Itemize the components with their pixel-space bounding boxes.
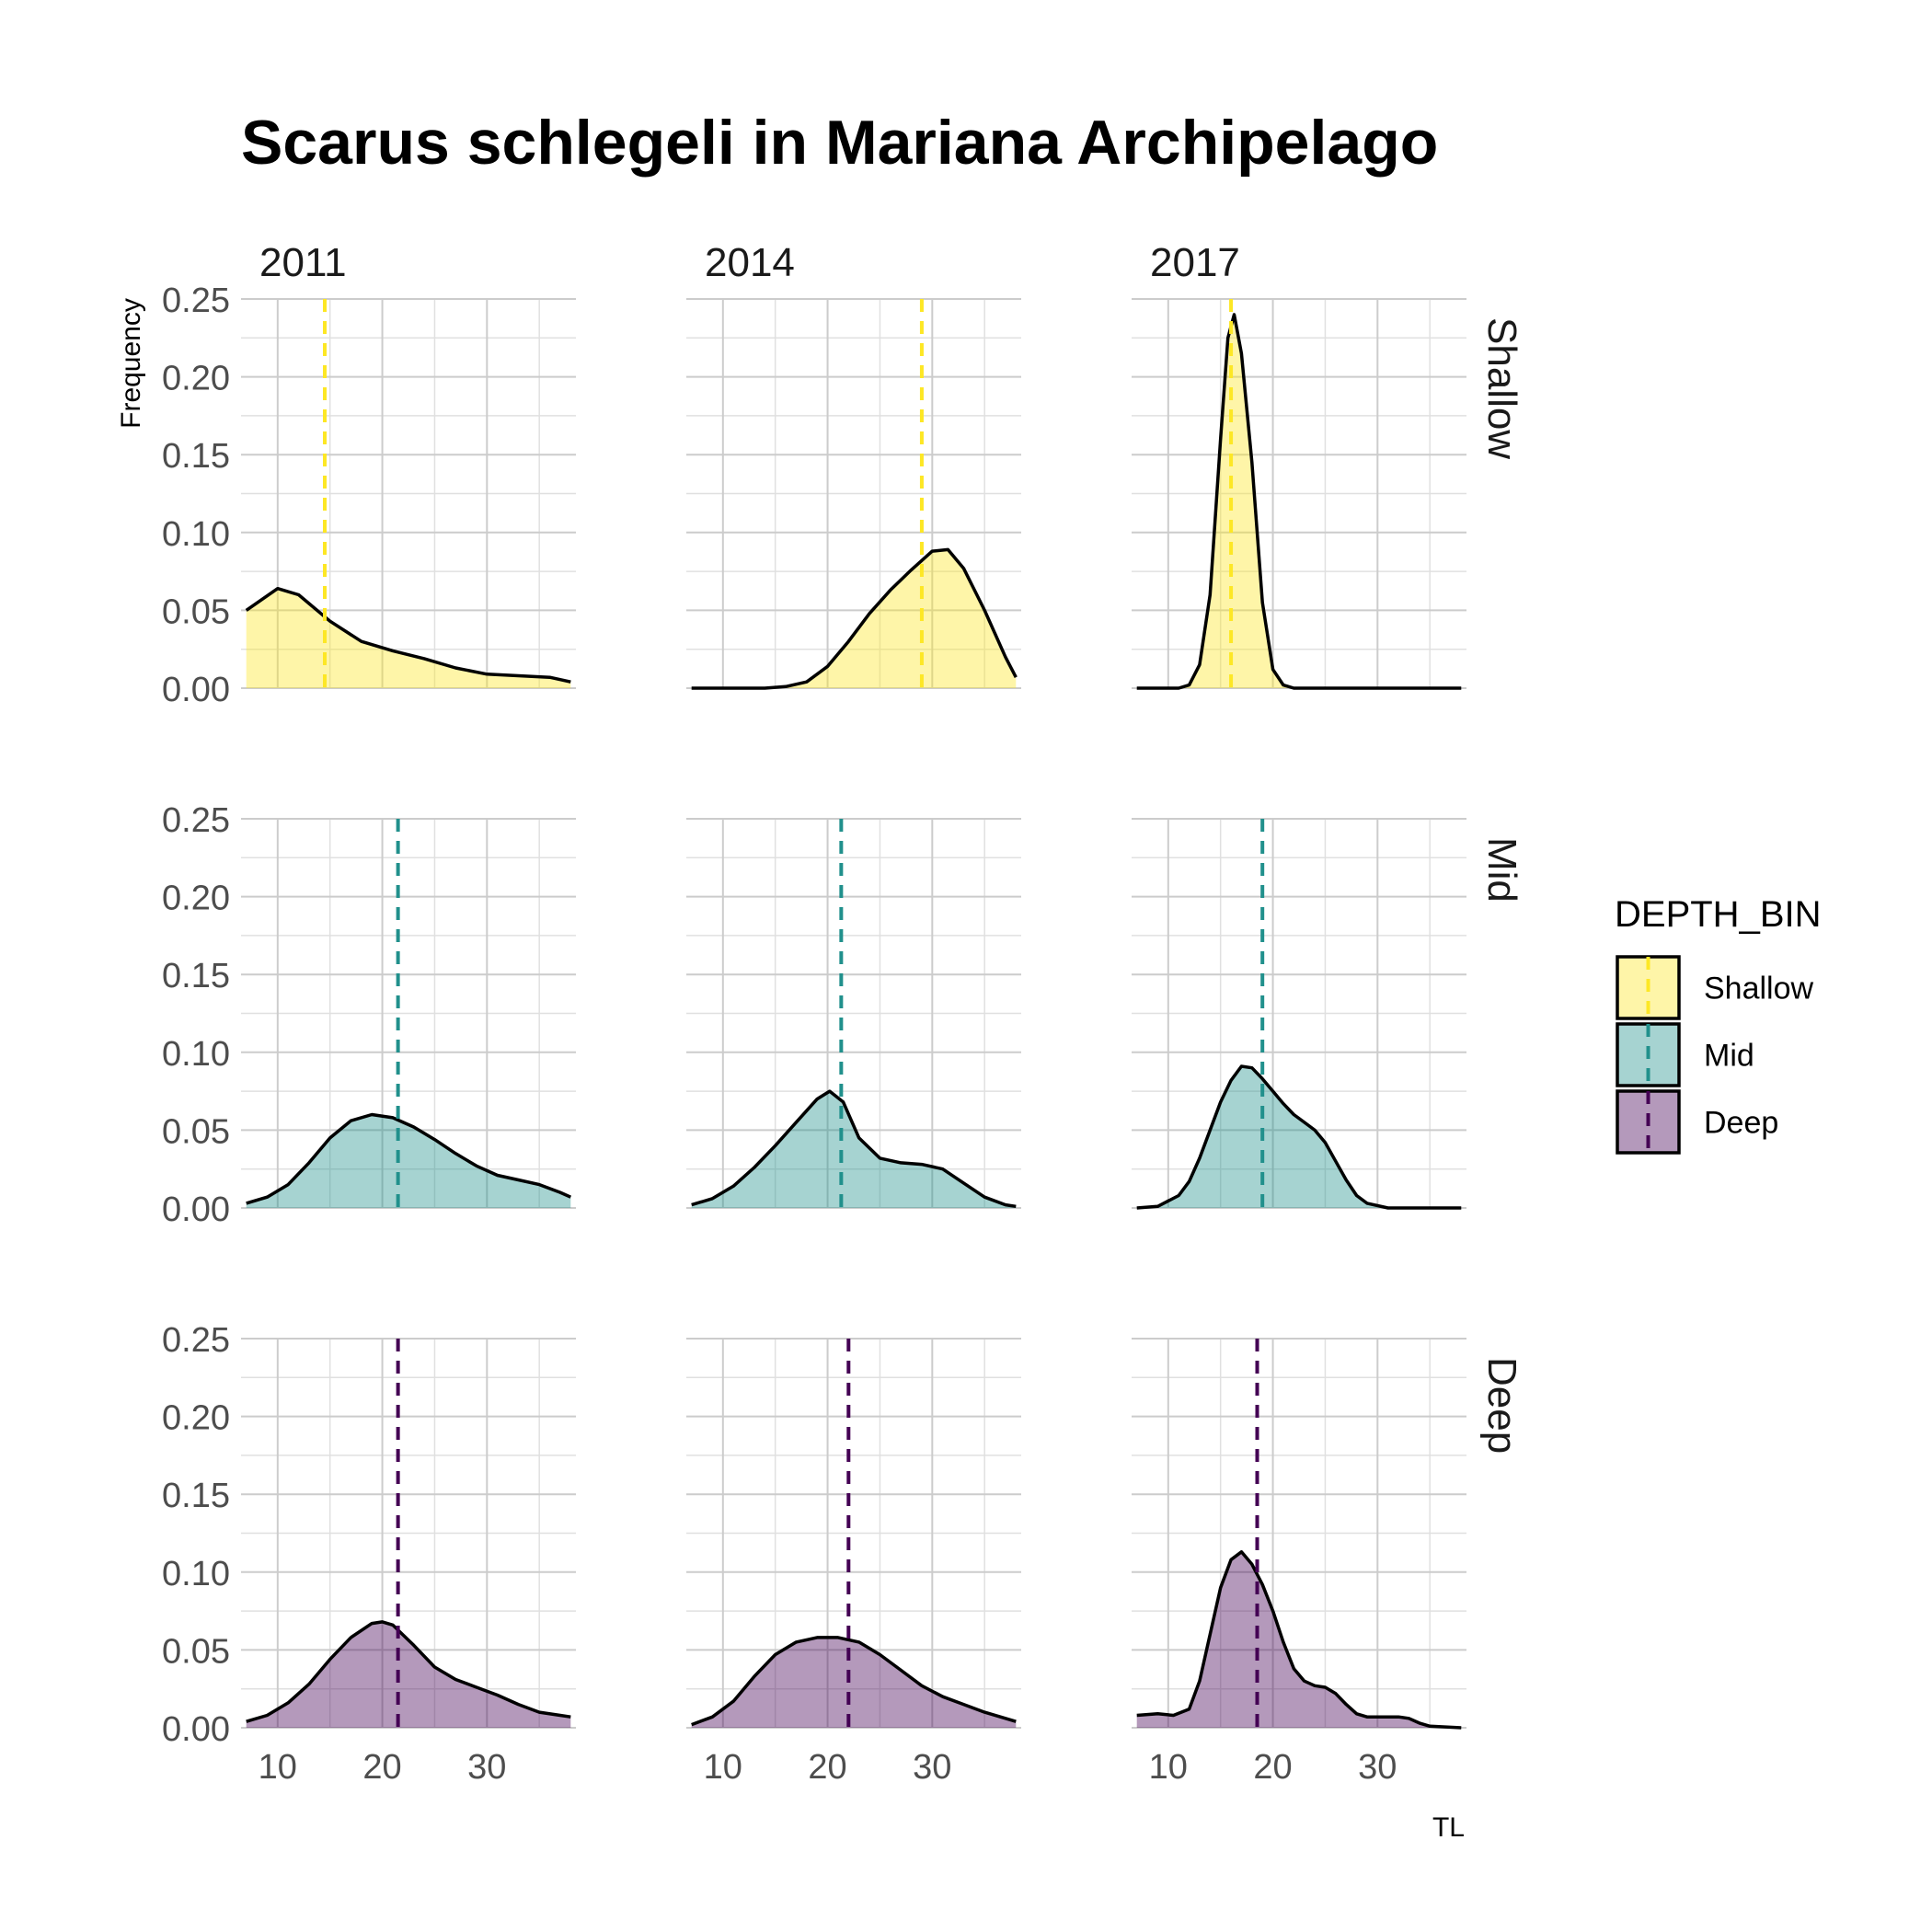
panel-shallow-2017 — [1132, 298, 1466, 690]
density-line — [1136, 1550, 1462, 1730]
y-tick-label: 0.25 — [162, 1321, 230, 1360]
x-tick-label: 10 — [704, 1748, 742, 1787]
density-area — [1136, 314, 1462, 688]
y-axis-title: Frequency — [116, 298, 146, 429]
x-tick-label: 10 — [1149, 1748, 1188, 1787]
x-tick-label: 20 — [808, 1748, 846, 1787]
density-area — [691, 1637, 1017, 1728]
x-tick-label: 30 — [1358, 1748, 1397, 1787]
density-line — [691, 547, 1018, 690]
facet-strip-shallow: Shallow — [1479, 317, 1524, 459]
panel-deep-2014: 10 20 30 — [686, 1338, 1021, 1787]
density-line — [691, 1089, 1017, 1209]
x-tick-label: 20 — [362, 1748, 401, 1787]
legend-label-mid: Mid — [1704, 1039, 1754, 1074]
panel-mid-2014 — [686, 818, 1021, 1209]
y-tick-label: 0.10 — [162, 1035, 230, 1074]
x-tick-label: 20 — [1253, 1748, 1292, 1787]
panel-mid-2011: 0.00 0.05 0.10 0.15 0.20 0.25 — [162, 801, 576, 1229]
y-tick-label: 0.05 — [162, 592, 230, 631]
density-area — [691, 549, 1017, 688]
y-tick-label: 0.10 — [162, 1555, 230, 1593]
panel-mid-2017 — [1132, 818, 1466, 1210]
legend-label-shallow: Shallow — [1704, 972, 1814, 1006]
panel-shallow-2011: 0.00 0.05 0.10 0.15 0.20 0.25 — [162, 282, 576, 709]
y-tick-label: 0.10 — [162, 515, 230, 554]
panel-shallow-2014 — [686, 298, 1021, 690]
y-tick-label: 0.05 — [162, 1112, 230, 1151]
density-line — [1136, 1064, 1462, 1210]
y-tick-label: 0.15 — [162, 437, 230, 476]
facet-panels: 0.00 0.05 0.10 0.15 0.20 0.25 0.00 0.05 0.10 0.15… — [162, 282, 1466, 1787]
panel-deep-2011: 0.00 0.05 0.10 0.15 0.20 0.25 10 20 30 — [162, 1321, 576, 1787]
y-tick-label: 0.20 — [162, 1399, 230, 1438]
y-tick-label: 0.20 — [162, 880, 230, 918]
density-line — [691, 1636, 1017, 1727]
density-area — [1136, 1551, 1462, 1728]
y-tick-label: 0.20 — [162, 360, 230, 398]
y-tick-label: 0.00 — [162, 1190, 230, 1229]
facet-strip-mid: Mid — [1479, 837, 1524, 903]
facet-strip-deep: Deep — [1479, 1357, 1524, 1454]
y-tick-label: 0.15 — [162, 1477, 230, 1515]
x-tick-label: 10 — [259, 1748, 297, 1787]
y-tick-label: 0.00 — [162, 671, 230, 709]
y-tick-label: 0.05 — [162, 1632, 230, 1671]
facet-strip-2014: 2014 — [705, 240, 795, 285]
facet-strips: 2011 2014 2017 Shallow Mid Deep — [259, 240, 1524, 1454]
x-axis-title: TL — [1432, 1812, 1465, 1843]
legend-label-deep: Deep — [1704, 1106, 1778, 1141]
density-area — [246, 1114, 571, 1208]
facet-strip-2011: 2011 — [259, 240, 347, 285]
x-tick-label: 30 — [467, 1748, 506, 1787]
density-line — [245, 586, 571, 684]
panel-deep-2017: 10 20 30 — [1132, 1338, 1466, 1787]
density-line — [1136, 313, 1462, 690]
y-tick-label: 0.15 — [162, 957, 230, 995]
density-line — [246, 1620, 571, 1723]
density-area — [246, 1621, 571, 1728]
x-tick-label: 30 — [913, 1748, 951, 1787]
facet-strip-2017: 2017 — [1150, 240, 1240, 285]
legend-title: DEPTH_BIN — [1615, 894, 1822, 935]
chart-title: Scarus schlegeli in Mariana Archipelago — [241, 108, 1438, 178]
legend: DEPTH_BIN Shallow Mid Deep — [1615, 894, 1822, 1155]
density-area — [691, 1091, 1017, 1208]
y-tick-label: 0.00 — [162, 1710, 230, 1749]
y-tick-label: 0.25 — [162, 801, 230, 840]
y-tick-label: 0.25 — [162, 282, 230, 320]
density-line — [246, 1112, 572, 1205]
density-area — [246, 588, 571, 688]
density-area — [1136, 1066, 1462, 1208]
